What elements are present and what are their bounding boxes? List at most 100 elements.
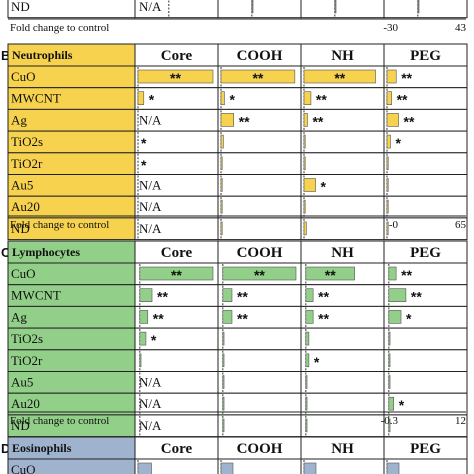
data-cell bbox=[217, 414, 302, 438]
significance-mark: ** bbox=[153, 310, 164, 326]
bar bbox=[388, 353, 391, 368]
significance-mark: * bbox=[395, 135, 401, 151]
panel-a: ND N/A Fold change to control -30 43 bbox=[7, 0, 468, 34]
bar bbox=[220, 221, 223, 236]
row-label: ND bbox=[11, 418, 30, 433]
bar bbox=[303, 199, 306, 214]
row-label: MWCNT bbox=[11, 288, 61, 303]
panel-title: Lymphocytes bbox=[12, 245, 80, 259]
na-label: N/A bbox=[139, 178, 162, 193]
panel-letter: C bbox=[1, 245, 11, 260]
data-cell bbox=[134, 349, 219, 372]
significance-mark: ** bbox=[170, 70, 181, 86]
data-cell bbox=[134, 87, 219, 110]
bar bbox=[334, 0, 337, 14]
bar bbox=[220, 69, 296, 84]
bar bbox=[220, 178, 223, 192]
data-cell bbox=[300, 371, 385, 394]
data-cell bbox=[217, 0, 302, 19]
row-label-cell bbox=[7, 305, 136, 329]
data-cell bbox=[300, 305, 385, 329]
column-header: NH bbox=[331, 245, 354, 261]
bar bbox=[388, 375, 391, 389]
row-label: CuO bbox=[11, 69, 36, 84]
significance-mark: * bbox=[321, 179, 327, 195]
bar bbox=[303, 69, 376, 84]
bar bbox=[303, 91, 312, 105]
row-label: Au5 bbox=[11, 178, 33, 193]
significance-mark: ** bbox=[318, 310, 329, 326]
panel-letter: D bbox=[1, 441, 10, 456]
column-header: PEG bbox=[410, 441, 441, 457]
na-label: N/A bbox=[139, 375, 162, 390]
row-label: CuO bbox=[11, 462, 36, 474]
data-cell bbox=[217, 327, 302, 351]
bar bbox=[303, 221, 307, 236]
data-cell bbox=[383, 327, 468, 351]
significance-mark: ** bbox=[237, 310, 248, 326]
panel-letter: B bbox=[1, 48, 10, 63]
na-label: N/A bbox=[139, 112, 162, 127]
panel-title: Neutrophils bbox=[12, 48, 73, 62]
significance-mark: ** bbox=[404, 113, 415, 129]
bar bbox=[220, 113, 234, 127]
bar bbox=[386, 221, 389, 236]
column-header: Core bbox=[161, 441, 193, 457]
column-header: Core bbox=[161, 245, 193, 261]
bar bbox=[303, 134, 306, 149]
column-header: PEG bbox=[410, 48, 441, 64]
significance-mark: ** bbox=[401, 267, 412, 283]
significance-mark: ** bbox=[318, 289, 329, 305]
data-cell bbox=[217, 349, 302, 372]
data-cell bbox=[217, 130, 302, 154]
na-label: N/A bbox=[139, 418, 162, 433]
data-cell bbox=[300, 414, 385, 438]
bar bbox=[222, 396, 225, 411]
significance-mark: ** bbox=[254, 267, 265, 283]
bar bbox=[220, 91, 225, 105]
significance-mark: * bbox=[149, 92, 155, 108]
data-cell bbox=[134, 130, 219, 154]
row-label: Ag bbox=[11, 309, 27, 324]
bar bbox=[386, 113, 399, 127]
data-cell bbox=[300, 87, 385, 110]
row-label: TiO2s bbox=[11, 331, 43, 346]
bar bbox=[222, 288, 233, 303]
column-header: PEG bbox=[410, 245, 441, 261]
bar bbox=[305, 396, 308, 411]
significance-mark: ** bbox=[239, 113, 250, 129]
data-cell bbox=[383, 217, 468, 241]
data-cell bbox=[300, 152, 385, 176]
data-cell bbox=[217, 217, 302, 241]
significance-mark: * bbox=[151, 332, 157, 348]
significance-mark: ** bbox=[252, 70, 263, 86]
na-label: N/A bbox=[139, 221, 162, 236]
data-cell bbox=[383, 174, 468, 197]
data-cell bbox=[300, 284, 385, 307]
data-cell bbox=[383, 349, 468, 372]
significance-mark: * bbox=[141, 157, 147, 173]
significance-mark: ** bbox=[312, 113, 323, 129]
bar bbox=[386, 462, 400, 474]
bar bbox=[139, 331, 147, 346]
data-cell bbox=[383, 0, 468, 19]
bar bbox=[388, 288, 407, 303]
row-label: MWCNT bbox=[11, 91, 61, 106]
footer-label: Fold change to control bbox=[10, 22, 109, 34]
bar bbox=[303, 462, 317, 474]
data-cell bbox=[383, 195, 468, 219]
bar bbox=[386, 199, 389, 214]
column-header: Core bbox=[161, 48, 193, 64]
data-cell bbox=[383, 458, 468, 474]
significance-mark: ** bbox=[316, 92, 327, 108]
data-cell bbox=[217, 371, 302, 394]
bar bbox=[137, 69, 214, 84]
significance-mark: * bbox=[141, 135, 147, 151]
column-header: COOH bbox=[237, 48, 283, 64]
bar bbox=[139, 266, 214, 281]
data-cell bbox=[383, 371, 468, 394]
bar bbox=[251, 0, 254, 14]
row-label: TiO2r bbox=[11, 156, 43, 171]
